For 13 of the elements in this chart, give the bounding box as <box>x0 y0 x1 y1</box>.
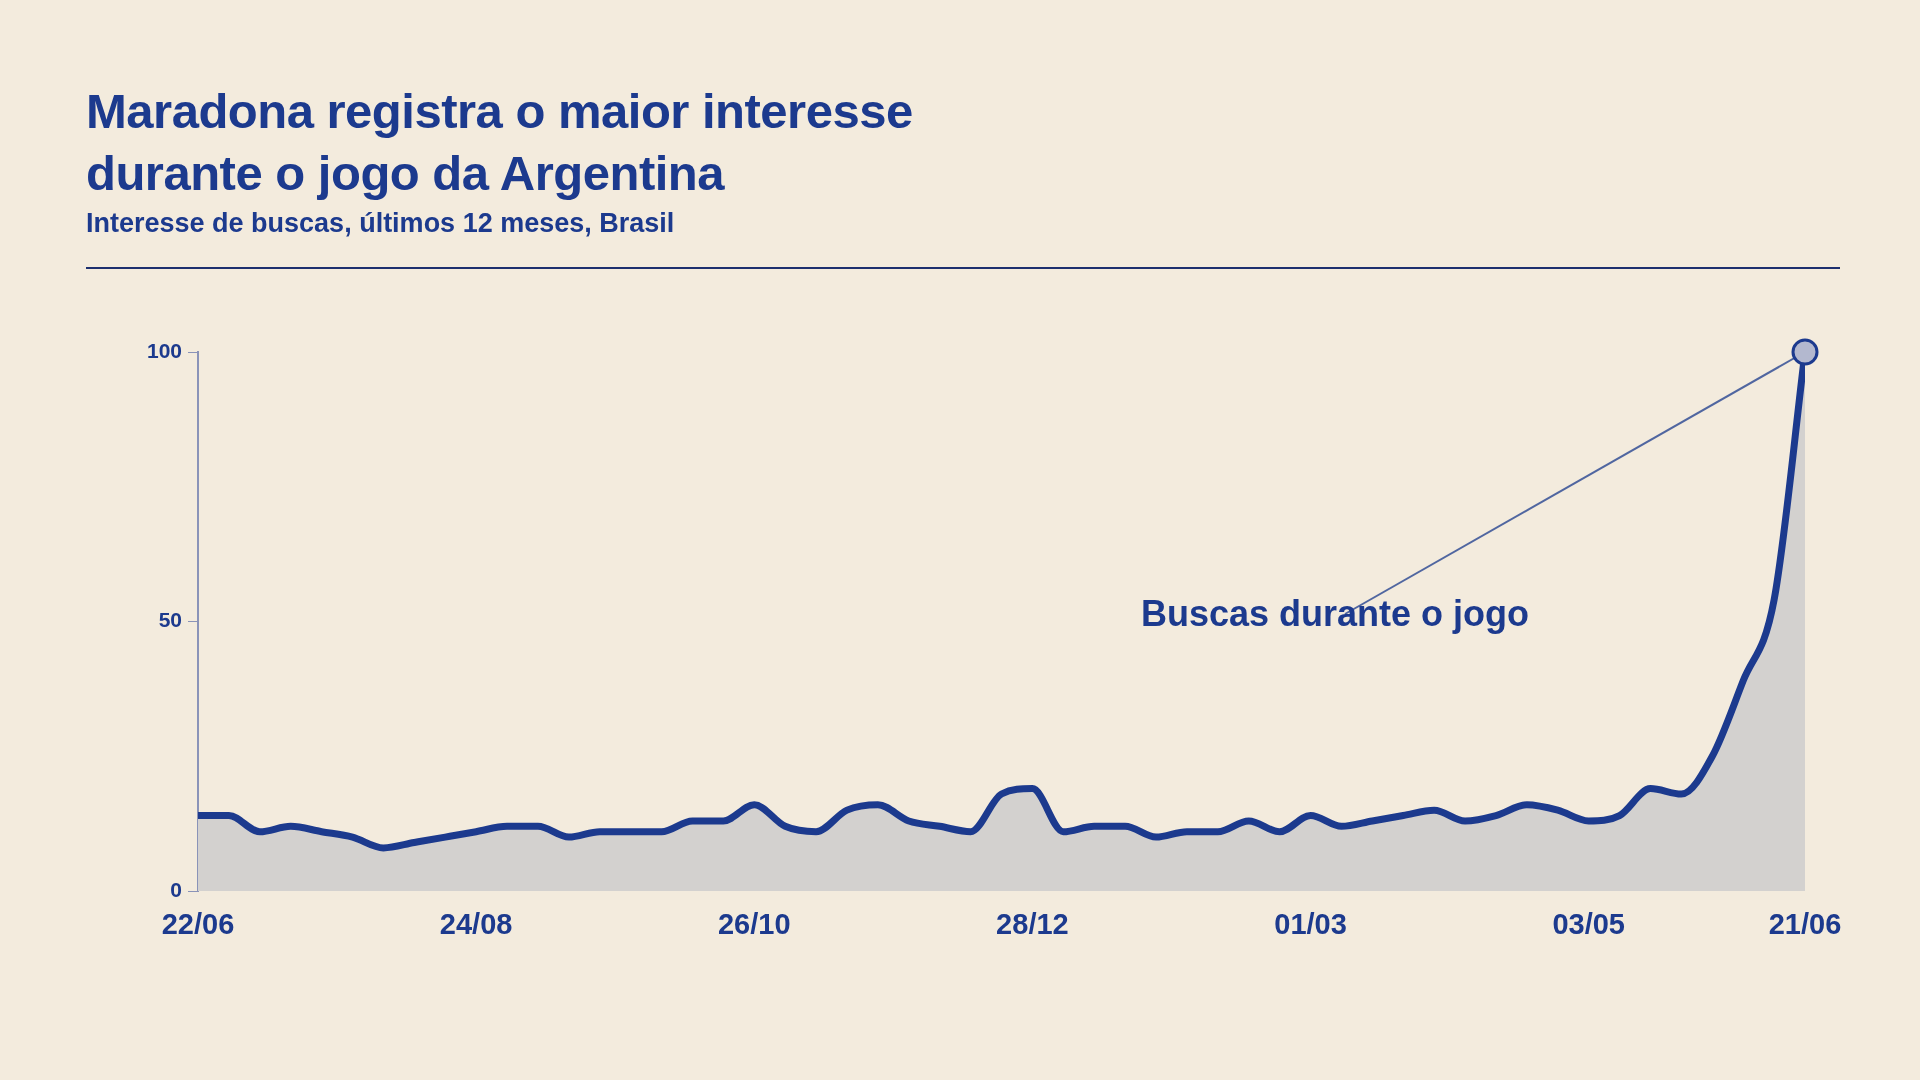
y-tick-label: 50 <box>158 608 182 632</box>
x-tick-label: 21/06 <box>1768 908 1842 941</box>
y-tick-label: 100 <box>146 338 182 362</box>
chart-title: Maradona registra o maior interesse durante o jogo da Argentina <box>86 83 914 202</box>
chart-subtitle: Interesse de buscas, últimos 12 meses, Brasil <box>86 208 675 239</box>
y-tick-label: 0 <box>170 877 182 901</box>
x-tick-label: 22/06 <box>161 908 235 941</box>
x-tick-label: 01/03 <box>1274 908 1347 941</box>
x-tick-label: 28/12 <box>996 908 1069 941</box>
annotation: Buscas durante o jogo <box>1140 592 1530 634</box>
x-tick-label: 03/05 <box>1552 908 1625 941</box>
x-tick-label: 26/10 <box>717 908 791 941</box>
x-tick-label: 24/08 <box>439 908 513 941</box>
